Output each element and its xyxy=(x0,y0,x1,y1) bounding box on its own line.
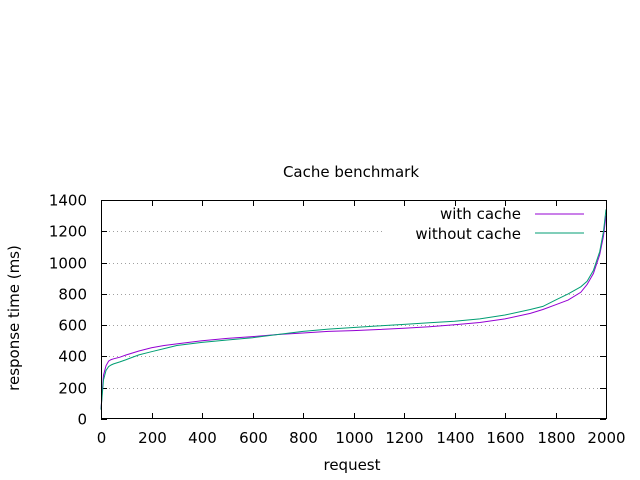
x-axis-label: request xyxy=(323,456,380,474)
x-tick-label: 1200 xyxy=(385,429,423,447)
legend-label-with-cache: with cache xyxy=(440,205,521,223)
series-line-without-cache xyxy=(100,209,607,410)
y-tick-label: 1400 xyxy=(49,192,87,210)
x-tick-label: 1800 xyxy=(537,429,575,447)
y-tick-label: 800 xyxy=(58,286,87,304)
plot-frame xyxy=(101,200,607,419)
x-tick-label: 0 xyxy=(97,429,107,447)
x-tick-label: 1400 xyxy=(436,429,474,447)
x-tick-label: 200 xyxy=(138,429,167,447)
y-tick-label: 400 xyxy=(58,348,87,366)
x-tick-label: 400 xyxy=(188,429,217,447)
y-tick-label: 0 xyxy=(77,411,87,429)
y-tick-label: 600 xyxy=(58,317,87,335)
y-axis-label: response time (ms) xyxy=(5,245,23,391)
x-tick-label: 800 xyxy=(289,429,318,447)
series-lines xyxy=(100,209,607,410)
x-tick-label: 2000 xyxy=(587,429,625,447)
y-tick-label: 1000 xyxy=(49,255,87,273)
legend: with cache without cache xyxy=(415,205,584,243)
series-line-with-cache xyxy=(100,215,607,410)
legend-label-without-cache: without cache xyxy=(415,225,521,243)
y-tick-labels: 0 200 400 600 800 1000 1200 1400 xyxy=(49,192,87,429)
y-tick-label: 1200 xyxy=(49,223,87,241)
x-tick-label: 600 xyxy=(239,429,268,447)
x-tick-label: 1600 xyxy=(486,429,524,447)
grid-lines xyxy=(101,231,606,389)
chart-title: Cache benchmark xyxy=(283,163,419,181)
x-tick-label: 1000 xyxy=(335,429,373,447)
y-tick-label: 200 xyxy=(58,380,87,398)
x-tick-labels: 0 200 400 600 800 1000 1200 1400 1600 1800 2000 xyxy=(97,429,626,447)
